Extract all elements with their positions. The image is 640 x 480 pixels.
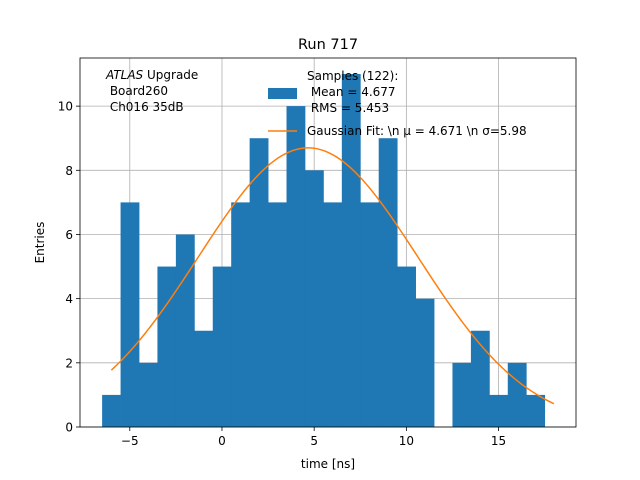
legend-fit-label: Gaussian Fit: \n μ = 4.671 \n σ=5.98 <box>307 124 527 138</box>
x-tick-label: −5 <box>121 434 139 448</box>
annotation-atlas: ATLAS <box>105 68 144 82</box>
histogram-bar <box>397 266 416 427</box>
legend: Samples (122): Mean = 4.677 RMS = 5.453 … <box>268 69 527 138</box>
histogram-bar <box>286 106 306 427</box>
y-tick-label: 8 <box>65 164 73 178</box>
histogram-bar <box>470 330 490 427</box>
histogram-bar <box>175 234 195 427</box>
annotation-line-2: Board260 <box>106 84 168 98</box>
y-tick-label: 10 <box>58 100 73 114</box>
histogram-bar <box>341 74 361 427</box>
y-tick-label: 2 <box>65 356 73 370</box>
annotation-line-3: Ch016 35dB <box>106 100 184 114</box>
histogram-bar <box>231 202 251 427</box>
x-axis-ticks: −5 0 5 10 15 <box>121 427 506 448</box>
histogram-bar <box>102 394 121 427</box>
gaussian-fit-line <box>110 147 555 405</box>
y-tick-label: 4 <box>65 292 73 306</box>
histogram-bar <box>157 266 177 427</box>
y-tick-label: 0 <box>65 421 73 435</box>
histogram-bars <box>102 74 546 427</box>
x-tick-label: 10 <box>399 434 414 448</box>
legend-samples-line-1: Samples (122): <box>307 69 398 83</box>
histogram-bar <box>323 202 343 427</box>
histogram-bar <box>489 394 509 427</box>
histogram-bar <box>304 170 324 427</box>
axes-frame <box>79 57 577 428</box>
x-tick-label: 0 <box>218 434 226 448</box>
histogram-bar <box>249 138 269 427</box>
histogram-bar <box>507 362 527 427</box>
legend-samples-line-2: Mean = 4.677 <box>307 85 396 99</box>
histogram-bar <box>378 138 398 427</box>
y-axis-label: Entries <box>33 222 47 264</box>
x-axis-label: time [ns] <box>301 457 355 471</box>
x-tick-label: 5 <box>310 434 318 448</box>
histogram-bar <box>360 202 380 427</box>
y-axis-ticks: 0 2 4 6 8 10 <box>58 100 80 435</box>
legend-histogram-swatch <box>268 88 297 99</box>
atlas-annotation: ATLAS Upgrade Board260 Ch016 35dB <box>105 68 198 114</box>
histogram-bar <box>415 298 435 427</box>
histogram-bar <box>526 394 546 427</box>
chart-title: Run 717 <box>298 37 358 53</box>
histogram-bar <box>120 202 140 427</box>
y-tick-label: 6 <box>65 228 73 242</box>
legend-samples-line-3: RMS = 5.453 <box>307 101 389 115</box>
histogram-bar <box>268 202 287 427</box>
histogram-bar <box>452 362 472 427</box>
histogram-bar <box>212 266 232 427</box>
x-tick-label: 15 <box>491 434 506 448</box>
histogram-bar <box>194 330 214 427</box>
annotation-upgrade: Upgrade <box>143 68 198 82</box>
annotation-line-1: ATLAS Upgrade <box>105 68 198 82</box>
histogram-bar <box>139 362 158 427</box>
